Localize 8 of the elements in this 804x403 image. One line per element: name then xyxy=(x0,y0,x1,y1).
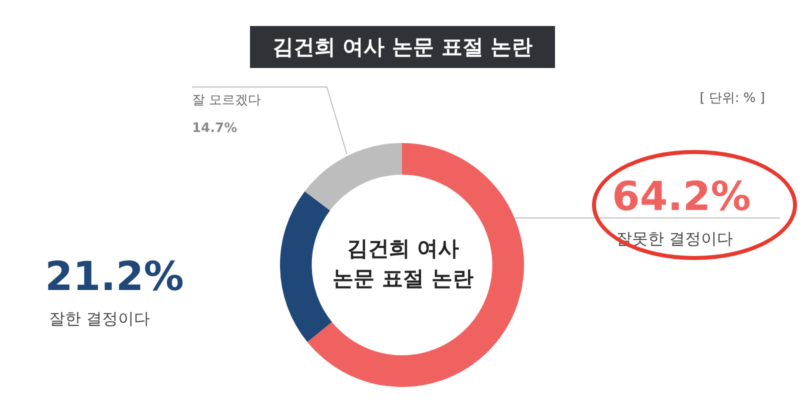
slice-label: 잘한 결정이다 xyxy=(49,309,150,328)
data-label: 21.2% xyxy=(45,254,184,300)
text: 김건희 여사 논문 표절 논란 xyxy=(332,236,474,290)
chart-title: 김건희 여사 논문 표절 논란 xyxy=(250,26,555,68)
data-label: 14.7% xyxy=(192,121,238,136)
text: [ 단위: % ] xyxy=(700,91,765,106)
slice-label: 잘 모르겠다 xyxy=(192,93,262,108)
data-label: 64.2% xyxy=(612,174,751,220)
